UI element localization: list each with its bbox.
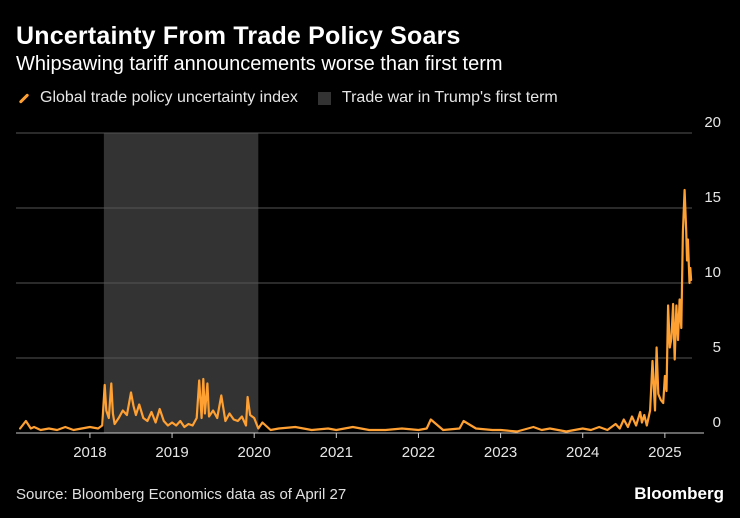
x-tick-label: 2022 [402, 444, 435, 461]
y-tick-label: 0 [713, 414, 721, 431]
bloomberg-logo: Bloomberg [634, 484, 724, 503]
chart-subtitle: Whipsawing tariff announcements worse th… [16, 53, 503, 75]
legend-label-trade-war: Trade war in Trump's first term [341, 89, 558, 106]
chart-title: Uncertainty From Trade Policy Soars [16, 22, 461, 50]
legend-item-index: Global trade policy uncertainty index [16, 89, 298, 107]
y-tick-label: 5 [713, 339, 721, 356]
legend-band-swatch [317, 91, 331, 105]
y-tick-label: 10 [704, 264, 721, 281]
x-tick-label: 2020 [238, 444, 271, 461]
y-tick-label: 20 [704, 114, 721, 131]
x-tick-label: 2024 [566, 444, 599, 461]
source-note: Source: Bloomberg Economics data as of A… [16, 486, 347, 503]
x-tick-label: 2021 [320, 444, 353, 461]
x-tick-label: 2018 [73, 444, 106, 461]
x-tick-label: 2023 [484, 444, 517, 461]
legend: Global trade policy uncertainty index Tr… [16, 89, 578, 107]
x-tick-label: 2025 [648, 444, 681, 461]
legend-item-trade-war: Trade war in Trump's first term [317, 89, 558, 107]
series-line-trade-policy-uncertainty [19, 188, 693, 433]
x-tick-label: 2019 [155, 444, 188, 461]
y-tick-label: 15 [704, 189, 721, 206]
legend-label-index: Global trade policy uncertainty index [40, 89, 298, 106]
